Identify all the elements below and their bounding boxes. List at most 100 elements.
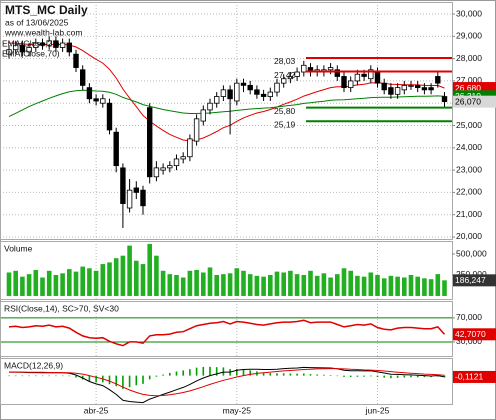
histogram-bar bbox=[296, 373, 298, 376]
histogram-bar bbox=[423, 375, 426, 378]
volume-bar bbox=[288, 270, 293, 296]
volume-bar bbox=[73, 271, 79, 296]
volume-bar bbox=[321, 273, 327, 296]
volume-bar bbox=[80, 266, 85, 296]
volume-bar bbox=[335, 274, 340, 296]
histogram-bar bbox=[175, 371, 178, 376]
histogram-bar bbox=[269, 373, 272, 376]
histogram-bar bbox=[303, 373, 305, 376]
macd-line bbox=[9, 368, 445, 397]
panel-title: RSI(Close,14), SC>70, SV<30 bbox=[4, 303, 119, 313]
volume-bar bbox=[201, 272, 206, 296]
candle-body bbox=[334, 69, 340, 77]
candle-body bbox=[260, 93, 267, 97]
volume-bar bbox=[214, 274, 219, 296]
volume-bar bbox=[348, 270, 353, 296]
candle-body bbox=[59, 42, 66, 48]
volume-bar bbox=[402, 277, 407, 296]
histogram-bar bbox=[8, 375, 10, 377]
candle-body bbox=[421, 87, 428, 91]
volume-bar bbox=[26, 274, 32, 296]
candle-body bbox=[401, 84, 407, 91]
end-label: -0,1121 bbox=[455, 372, 483, 382]
candle-body bbox=[254, 89, 260, 95]
ema-line bbox=[8, 42, 445, 142]
volume-bar bbox=[341, 268, 347, 296]
volume-bar bbox=[46, 270, 52, 296]
volume-bar bbox=[227, 273, 233, 296]
candle-body bbox=[73, 53, 79, 68]
histogram-bar bbox=[416, 375, 419, 378]
panel-border bbox=[0, 2, 453, 240]
panel bbox=[6, 241, 447, 300]
histogram-bar bbox=[309, 374, 312, 376]
y-tick-label: 29,000 bbox=[456, 31, 482, 41]
candle-body bbox=[86, 87, 93, 100]
histogram-bar bbox=[88, 375, 91, 382]
volume-bar bbox=[160, 270, 166, 296]
histogram-bar bbox=[236, 368, 238, 376]
panel bbox=[8, 358, 446, 405]
volume-bar bbox=[13, 270, 18, 296]
candle-body bbox=[193, 118, 200, 142]
volume-bar bbox=[221, 274, 226, 296]
volume-bar bbox=[261, 276, 266, 296]
y-tick-label: 20,000 bbox=[456, 231, 482, 241]
candle-body bbox=[12, 44, 19, 51]
histogram-bar bbox=[403, 375, 406, 378]
candle-body bbox=[361, 73, 367, 77]
legend-entry: EMA(Close,70) bbox=[2, 48, 60, 58]
candle-body bbox=[301, 64, 307, 73]
volume-bar bbox=[6, 272, 12, 296]
panel-title: Volume bbox=[4, 243, 33, 253]
macd-line bbox=[9, 366, 445, 404]
volume-bar bbox=[355, 275, 360, 296]
volume-bar bbox=[67, 269, 72, 296]
volume-bar bbox=[147, 243, 152, 296]
volume-bar bbox=[308, 270, 313, 296]
y-tick-label: 24,000 bbox=[456, 142, 482, 152]
x-tick-label: abr-25 bbox=[84, 405, 109, 415]
volume-bar bbox=[294, 274, 300, 296]
volume-bar bbox=[314, 275, 320, 296]
end-label: 42,7070 bbox=[455, 329, 486, 339]
end-label-box bbox=[453, 95, 496, 108]
candle-body bbox=[280, 78, 287, 84]
y-tick-label: 25,000 bbox=[456, 120, 482, 130]
volume-bar bbox=[328, 277, 333, 296]
candle-body bbox=[381, 82, 387, 91]
histogram-bar bbox=[329, 375, 332, 376]
histogram-bar bbox=[343, 375, 345, 377]
candle-body bbox=[106, 102, 113, 131]
panel bbox=[0, 2, 452, 240]
candle-body bbox=[26, 47, 32, 53]
histogram-bar bbox=[122, 375, 124, 389]
histogram-bar bbox=[383, 375, 385, 378]
candle-body bbox=[80, 69, 86, 86]
ema-line bbox=[8, 89, 445, 118]
volume-bar bbox=[361, 276, 367, 296]
candle-body bbox=[133, 187, 139, 193]
candle-body bbox=[240, 82, 247, 86]
y-tick-label: 30,000 bbox=[456, 8, 482, 18]
candle-body bbox=[146, 107, 153, 178]
candle-body bbox=[368, 69, 374, 80]
histogram-bar bbox=[155, 375, 158, 377]
candle-body bbox=[213, 96, 220, 104]
histogram-bar bbox=[142, 375, 144, 384]
candle-body bbox=[341, 76, 347, 89]
candle-body bbox=[126, 189, 133, 209]
panel-border bbox=[0, 358, 453, 405]
histogram-bar bbox=[249, 370, 251, 376]
level-label: 27,42 bbox=[274, 70, 296, 80]
histogram-bar bbox=[349, 375, 352, 378]
candle-body bbox=[294, 71, 300, 77]
y-tick-label: 21,000 bbox=[456, 209, 482, 219]
histogram-bar bbox=[195, 367, 198, 376]
histogram-bar bbox=[48, 375, 50, 377]
volume-bar bbox=[53, 274, 59, 296]
candle-body bbox=[160, 167, 166, 171]
volume-bar bbox=[301, 274, 307, 296]
volume-bar bbox=[247, 274, 253, 296]
y-tick-label: 23,000 bbox=[456, 164, 482, 174]
